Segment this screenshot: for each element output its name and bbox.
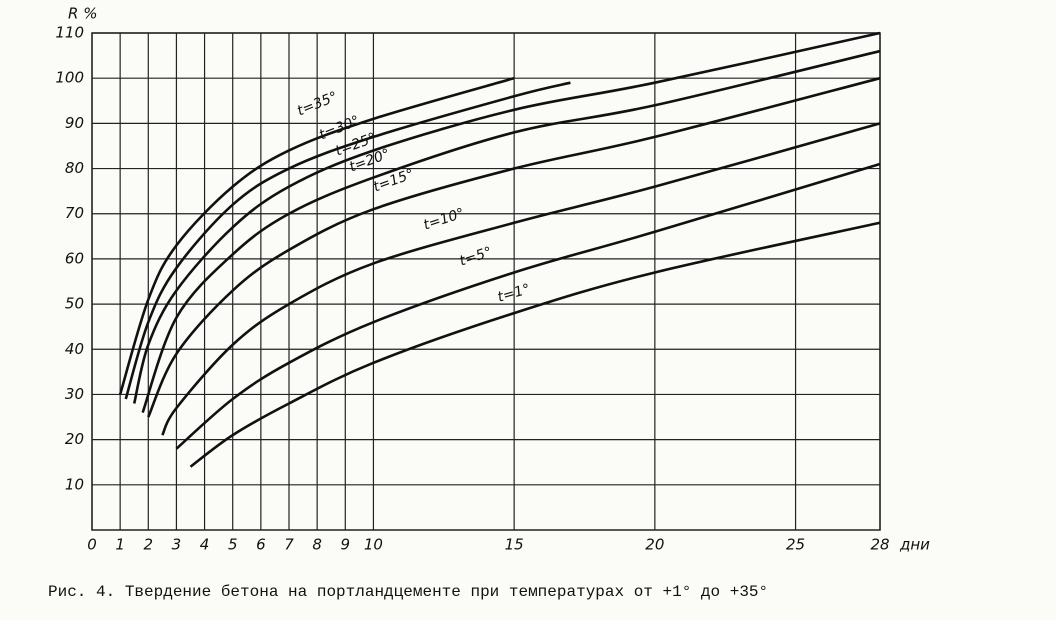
- y-tick-label: 110: [55, 24, 84, 42]
- curve: [189, 221, 881, 468]
- y-axis-label: R %: [68, 5, 97, 23]
- curve: [147, 76, 881, 418]
- x-tick-label: 8: [312, 536, 322, 554]
- x-tick-label: 2: [144, 536, 154, 554]
- x-tick-label: 20: [645, 536, 664, 554]
- x-tick-label: 10: [364, 536, 383, 554]
- x-tick-label: 4: [200, 536, 210, 554]
- y-tick-label: 10: [65, 475, 84, 493]
- y-tick-label: 80: [65, 159, 84, 177]
- x-tick-label: 6: [256, 536, 266, 554]
- y-tick-label: 70: [65, 204, 84, 222]
- y-tick-label: 90: [65, 114, 84, 132]
- curve: [175, 162, 881, 450]
- x-tick-label: 15: [505, 536, 524, 554]
- curve-label: t=5°: [458, 244, 494, 269]
- y-tick-label: 30: [65, 385, 84, 403]
- x-tick-label: 9: [341, 536, 351, 554]
- y-tick-label: 40: [65, 340, 84, 358]
- x-tick-label: 0: [87, 536, 97, 554]
- x-tick-label: 1: [115, 536, 125, 554]
- x-tick-label: 25: [786, 536, 805, 554]
- curve: [141, 49, 881, 413]
- y-tick-label: 20: [65, 430, 84, 448]
- curve: [132, 31, 881, 404]
- x-tick-label: 5: [228, 536, 238, 554]
- curve: [124, 81, 571, 400]
- x-tick-label: 3: [172, 536, 182, 554]
- x-tick-label: 7: [284, 536, 294, 554]
- y-tick-label: 50: [65, 295, 84, 313]
- curve: [161, 122, 881, 436]
- curve: [118, 76, 515, 395]
- x-tick-label: 28: [870, 536, 889, 554]
- curve-label: t=10°: [422, 205, 467, 233]
- y-tick-label: 60: [65, 249, 84, 267]
- x-axis-label: дни: [899, 536, 930, 554]
- y-tick-label: 100: [55, 69, 84, 87]
- caption: Рис. 4. Твердение бетона на портландцеме…: [48, 583, 768, 601]
